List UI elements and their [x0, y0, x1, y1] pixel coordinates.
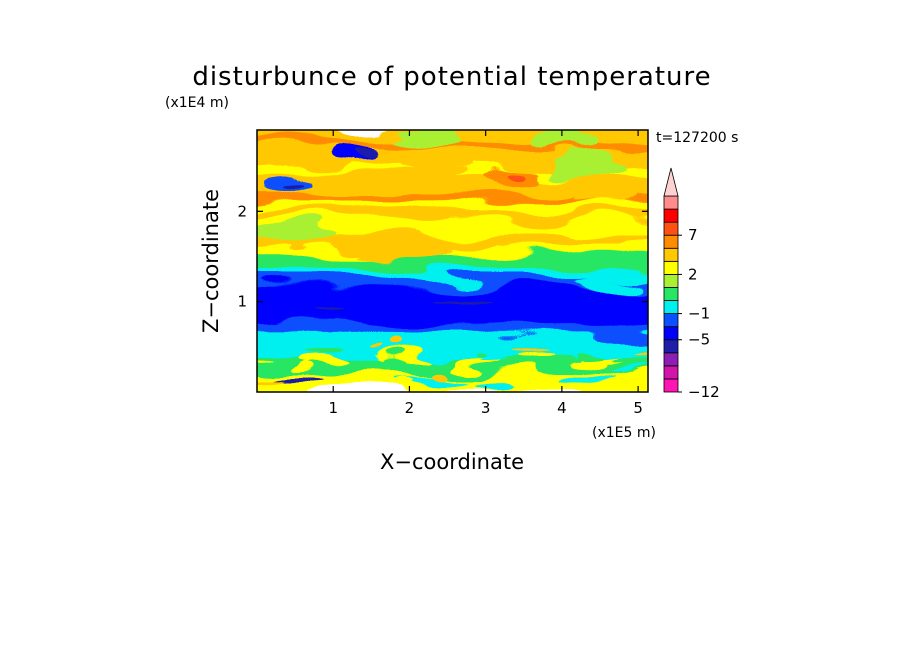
y-axis: 12 — [237, 202, 648, 311]
colorbar-swatch — [663, 326, 679, 341]
colorbar-swatch — [663, 339, 679, 354]
x-tick-label: 3 — [481, 399, 491, 417]
y-axis-title: Z−coordinate — [199, 189, 223, 333]
colorbar-swatch — [663, 221, 679, 236]
x-axis: 1 2 3 4 5 — [328, 130, 643, 417]
x-tick-label: 4 — [557, 399, 567, 417]
colorbar-swatch — [663, 313, 679, 328]
colorbar-tick-label: −12 — [688, 383, 720, 401]
colorbar-swatch — [663, 195, 679, 210]
x-tick-label: 5 — [633, 399, 643, 417]
colorbar-swatch — [663, 208, 679, 223]
colorbar: 7 2 −1 −5 −12 — [663, 167, 720, 401]
colorbar-tick-label: −5 — [688, 331, 710, 349]
colorbar-swatch — [663, 352, 679, 367]
colorbar-tick-label: −1 — [688, 305, 710, 323]
y-tick-label: 2 — [237, 202, 247, 220]
colorbar-swatch — [663, 273, 679, 288]
colorbar-swatch — [663, 378, 679, 393]
x-tick-label: 2 — [405, 399, 415, 417]
contour-field — [257, 130, 648, 392]
colorbar-tick-label: 7 — [688, 226, 698, 244]
colorbar-swatch — [663, 260, 679, 275]
colorbar-swatch — [663, 365, 679, 380]
colorbar-swatch — [663, 247, 679, 262]
x-tick-label: 1 — [328, 399, 338, 417]
time-label: t=127200 s — [656, 130, 738, 146]
colorbar-swatch — [663, 234, 679, 249]
x-axis-title: X−coordinate — [380, 450, 524, 474]
y-unit-label: (x1E4 m) — [165, 95, 229, 111]
y-tick-label: 1 — [237, 293, 247, 311]
chart-title: disturbunce of potential temperature — [192, 62, 711, 92]
plot-frame — [256, 129, 649, 393]
colorbar-extension — [663, 167, 679, 197]
colorbar-swatch — [663, 300, 679, 314]
colorbar-tick-label: 2 — [688, 265, 698, 283]
x-unit-label: (x1E5 m) — [592, 425, 656, 441]
colorbar-swatch — [663, 287, 679, 301]
